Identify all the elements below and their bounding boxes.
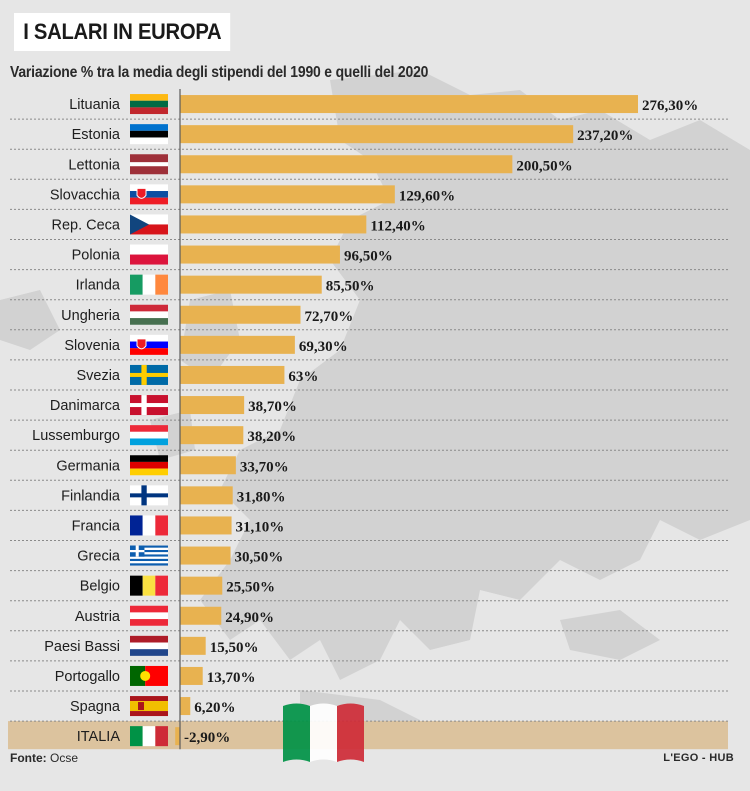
credit: L'EGO - HUB [663, 752, 734, 764]
value-label-finlandia: 31,80% [237, 489, 286, 505]
italy-large-flag-icon [283, 703, 364, 762]
bar-danimarca [180, 396, 245, 415]
bar-spagna [180, 697, 191, 716]
value-label-rep-ceca: 112,40% [370, 218, 425, 234]
category-label-danimarca: Danimarca [50, 398, 121, 414]
value-label-belgio: 25,50% [226, 580, 275, 596]
category-label-lussemburgo: Lussemburgo [32, 428, 120, 444]
category-label-lituania: Lituania [69, 97, 121, 113]
category-label-germania: Germania [56, 458, 121, 474]
flag-estonia-icon [130, 124, 168, 145]
bar-lussemburgo [180, 426, 244, 445]
value-label-portogallo: 13,70% [207, 670, 256, 686]
category-label-svezia: Svezia [76, 368, 120, 384]
flag-slovacchia-icon [130, 184, 168, 205]
flag-lituania-icon [130, 94, 168, 115]
flag-slovenia-icon [130, 334, 168, 355]
value-label-germania: 33,70% [240, 459, 289, 475]
flag-germania-icon [130, 455, 168, 476]
value-label-polonia: 96,50% [344, 249, 393, 265]
source-note: Fonte: Ocse [10, 751, 78, 765]
category-label-slovacchia: Slovacchia [50, 187, 121, 203]
flag-francia-icon [130, 515, 168, 536]
bar-germania [180, 456, 236, 475]
subtitle: Variazione % tra la media degli stipendi… [10, 64, 429, 81]
flag-svezia-icon [130, 364, 168, 385]
title: I SALARI IN EUROPA [14, 13, 231, 51]
flag-italia-icon [130, 726, 168, 747]
category-label-paesi-bassi: Paesi Bassi [44, 639, 120, 655]
value-label-svezia: 63% [288, 369, 318, 385]
category-label-francia: Francia [72, 518, 121, 534]
category-label-slovenia: Slovenia [64, 338, 121, 354]
value-label-paesi-bassi: 15,50% [210, 640, 259, 656]
category-label-ungheria: Ungheria [61, 308, 121, 324]
flag-ungheria-icon [130, 304, 168, 325]
value-label-italia: -2,90% [184, 730, 230, 746]
category-label-lettonia: Lettonia [68, 157, 121, 173]
value-label-lituania: 276,30% [642, 98, 698, 114]
bar-estonia [180, 125, 574, 144]
flag-austria-icon [130, 605, 168, 626]
flag-rep-ceca-icon [130, 214, 168, 235]
flag-spagna-icon [130, 696, 168, 717]
bar-svezia [180, 365, 285, 384]
category-label-finlandia: Finlandia [61, 488, 121, 504]
value-label-austria: 24,90% [225, 610, 274, 626]
bar-grecia [180, 546, 231, 565]
bar-italia [175, 727, 180, 746]
bar-lituania [180, 95, 638, 114]
category-label-belgio: Belgio [80, 579, 120, 595]
bar-irlanda [180, 275, 322, 294]
value-label-lettonia: 200,50% [516, 158, 572, 174]
bar-lettonia [180, 155, 513, 174]
highlight-row [8, 721, 728, 750]
bar-polonia [180, 245, 340, 264]
bar-austria [180, 606, 222, 625]
value-label-grecia: 30,50% [235, 550, 284, 566]
value-label-francia: 31,10% [236, 519, 285, 535]
value-label-lussemburgo: 38,20% [247, 429, 296, 445]
category-label-rep-ceca: Rep. Ceca [51, 217, 120, 233]
bar-francia [180, 516, 232, 535]
flag-danimarca-icon [130, 395, 168, 416]
bar-rep-ceca [180, 215, 367, 234]
category-label-spagna: Spagna [70, 699, 121, 715]
source-value: Ocse [50, 751, 79, 765]
category-label-italia: ITALIA [77, 729, 121, 745]
flag-portogallo-icon [130, 665, 168, 686]
bar-ungheria [180, 305, 301, 324]
value-label-slovenia: 69,30% [299, 339, 348, 355]
bar-slovenia [180, 335, 295, 354]
value-label-estonia: 237,20% [577, 128, 633, 144]
flag-lettonia-icon [130, 154, 168, 175]
bar-portogallo [180, 666, 203, 685]
flag-irlanda-icon [130, 274, 168, 295]
value-label-spagna: 6,20% [194, 700, 235, 716]
value-label-irlanda: 85,50% [326, 279, 375, 295]
category-label-polonia: Polonia [72, 248, 121, 264]
bar-slovacchia [180, 185, 395, 204]
category-label-estonia: Estonia [72, 127, 121, 143]
bar-finlandia [180, 486, 233, 505]
flag-belgio-icon [130, 575, 168, 596]
category-label-irlanda: Irlanda [76, 278, 121, 294]
flag-grecia-icon [130, 545, 168, 566]
bar-belgio [180, 576, 223, 595]
category-label-grecia: Grecia [77, 549, 121, 565]
category-label-austria: Austria [75, 609, 121, 625]
category-label-portogallo: Portogallo [55, 669, 120, 685]
bar-paesi-bassi [180, 636, 206, 655]
source-label: Fonte: [10, 751, 47, 765]
flag-lussemburgo-icon [130, 425, 168, 446]
flag-paesi-bassi-icon [130, 635, 168, 656]
value-label-ungheria: 72,70% [305, 309, 354, 325]
value-label-slovacchia: 129,60% [399, 188, 455, 204]
value-label-danimarca: 38,70% [248, 399, 297, 415]
flag-polonia-icon [130, 244, 168, 265]
flag-finlandia-icon [130, 485, 168, 506]
